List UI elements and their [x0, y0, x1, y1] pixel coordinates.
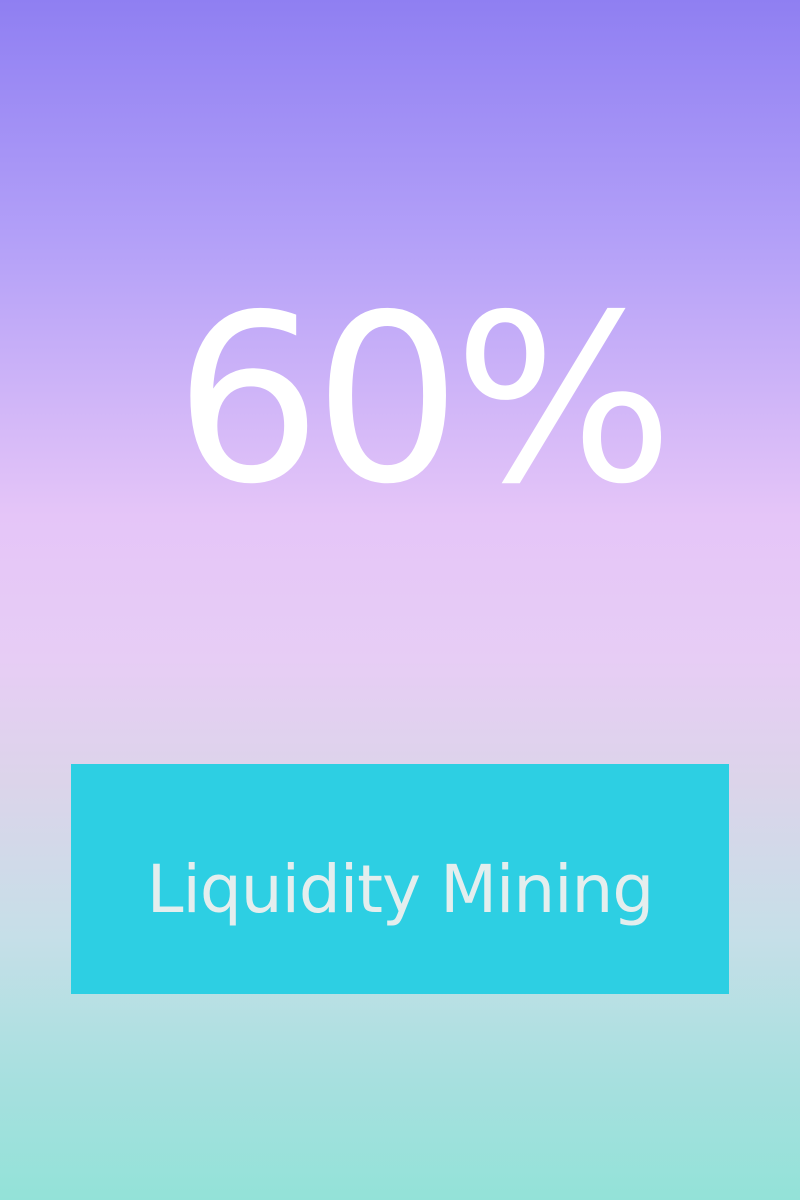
promo-percentage-headline: 60%	[174, 265, 674, 535]
liquidity-mining-button[interactable]: Liquidity Mining	[71, 764, 729, 994]
liquidity-mining-button-label: Liquidity Mining	[146, 850, 654, 928]
